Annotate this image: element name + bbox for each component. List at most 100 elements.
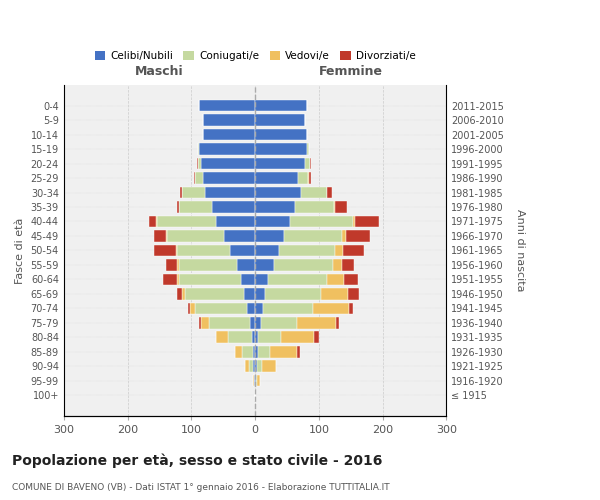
Bar	[245, 360, 249, 372]
Bar	[176, 288, 182, 300]
Bar	[230, 244, 255, 256]
Bar	[257, 375, 260, 386]
Bar	[336, 317, 339, 328]
Bar	[326, 274, 344, 285]
Y-axis label: Anni di nascita: Anni di nascita	[515, 209, 525, 292]
Bar	[258, 332, 281, 343]
Bar	[255, 129, 307, 140]
Bar	[178, 259, 179, 270]
Bar	[295, 201, 334, 213]
Bar	[296, 346, 300, 358]
Bar	[255, 274, 268, 285]
Bar	[255, 317, 262, 328]
Bar	[250, 317, 255, 328]
Y-axis label: Fasce di età: Fasce di età	[15, 217, 25, 284]
Bar	[326, 186, 327, 198]
Bar	[149, 216, 156, 228]
Bar	[205, 186, 255, 198]
Bar	[176, 274, 179, 285]
Bar	[262, 317, 296, 328]
Bar	[258, 346, 270, 358]
Bar	[305, 158, 310, 170]
Bar	[321, 288, 347, 300]
Bar	[253, 360, 255, 372]
Bar	[255, 332, 258, 343]
Bar	[241, 274, 255, 285]
Bar	[255, 100, 307, 112]
Bar	[296, 317, 336, 328]
Bar	[314, 332, 319, 343]
Bar	[284, 230, 343, 241]
Bar	[179, 274, 241, 285]
Bar	[255, 201, 295, 213]
Bar	[280, 244, 335, 256]
Bar	[298, 172, 308, 184]
Bar	[201, 158, 255, 170]
Text: Femmine: Femmine	[319, 65, 383, 78]
Bar	[265, 288, 321, 300]
Bar	[301, 186, 326, 198]
Bar	[335, 244, 343, 256]
Bar	[198, 158, 201, 170]
Bar	[255, 375, 256, 386]
Bar	[244, 288, 255, 300]
Legend: Celibi/Nubili, Coniugati/e, Vedovi/e, Divorziati/e: Celibi/Nubili, Coniugati/e, Vedovi/e, Di…	[91, 47, 420, 66]
Bar	[255, 216, 290, 228]
Bar	[255, 302, 263, 314]
Bar	[176, 201, 179, 213]
Bar	[256, 375, 257, 386]
Bar	[343, 259, 354, 270]
Bar	[347, 288, 359, 300]
Text: Popolazione per età, sesso e stato civile - 2016: Popolazione per età, sesso e stato civil…	[12, 454, 382, 468]
Bar	[262, 360, 276, 372]
Bar	[216, 332, 227, 343]
Bar	[227, 332, 252, 343]
Bar	[327, 186, 332, 198]
Bar	[194, 172, 195, 184]
Bar	[190, 302, 195, 314]
Bar	[199, 317, 201, 328]
Bar	[333, 259, 343, 270]
Bar	[310, 158, 311, 170]
Bar	[215, 216, 255, 228]
Bar	[353, 216, 355, 228]
Bar	[212, 201, 255, 213]
Bar	[237, 259, 255, 270]
Bar	[307, 144, 310, 155]
Bar	[167, 230, 224, 241]
Text: Maschi: Maschi	[135, 65, 184, 78]
Bar	[185, 288, 244, 300]
Bar	[201, 317, 209, 328]
Bar	[195, 172, 203, 184]
Bar	[156, 216, 157, 228]
Bar	[181, 186, 182, 198]
Bar	[255, 114, 305, 126]
Bar	[235, 346, 242, 358]
Bar	[252, 332, 255, 343]
Bar	[182, 186, 205, 198]
Bar	[224, 230, 255, 241]
Bar	[203, 172, 255, 184]
Bar	[179, 259, 237, 270]
Bar	[355, 216, 379, 228]
Bar	[257, 360, 262, 372]
Bar	[249, 360, 253, 372]
Bar	[255, 186, 301, 198]
Bar	[179, 201, 212, 213]
Bar	[344, 274, 358, 285]
Bar	[349, 302, 353, 314]
Bar	[157, 216, 215, 228]
Bar	[263, 302, 313, 314]
Bar	[274, 259, 333, 270]
Bar	[242, 346, 253, 358]
Bar	[203, 114, 255, 126]
Bar	[255, 158, 305, 170]
Bar	[253, 375, 254, 386]
Bar	[281, 332, 314, 343]
Bar	[188, 302, 190, 314]
Text: COMUNE DI BAVENO (VB) - Dati ISTAT 1° gennaio 2016 - Elaborazione TUTTITALIA.IT: COMUNE DI BAVENO (VB) - Dati ISTAT 1° ge…	[12, 483, 389, 492]
Bar	[255, 144, 307, 155]
Bar	[255, 360, 257, 372]
Bar	[255, 288, 265, 300]
Bar	[343, 230, 346, 241]
